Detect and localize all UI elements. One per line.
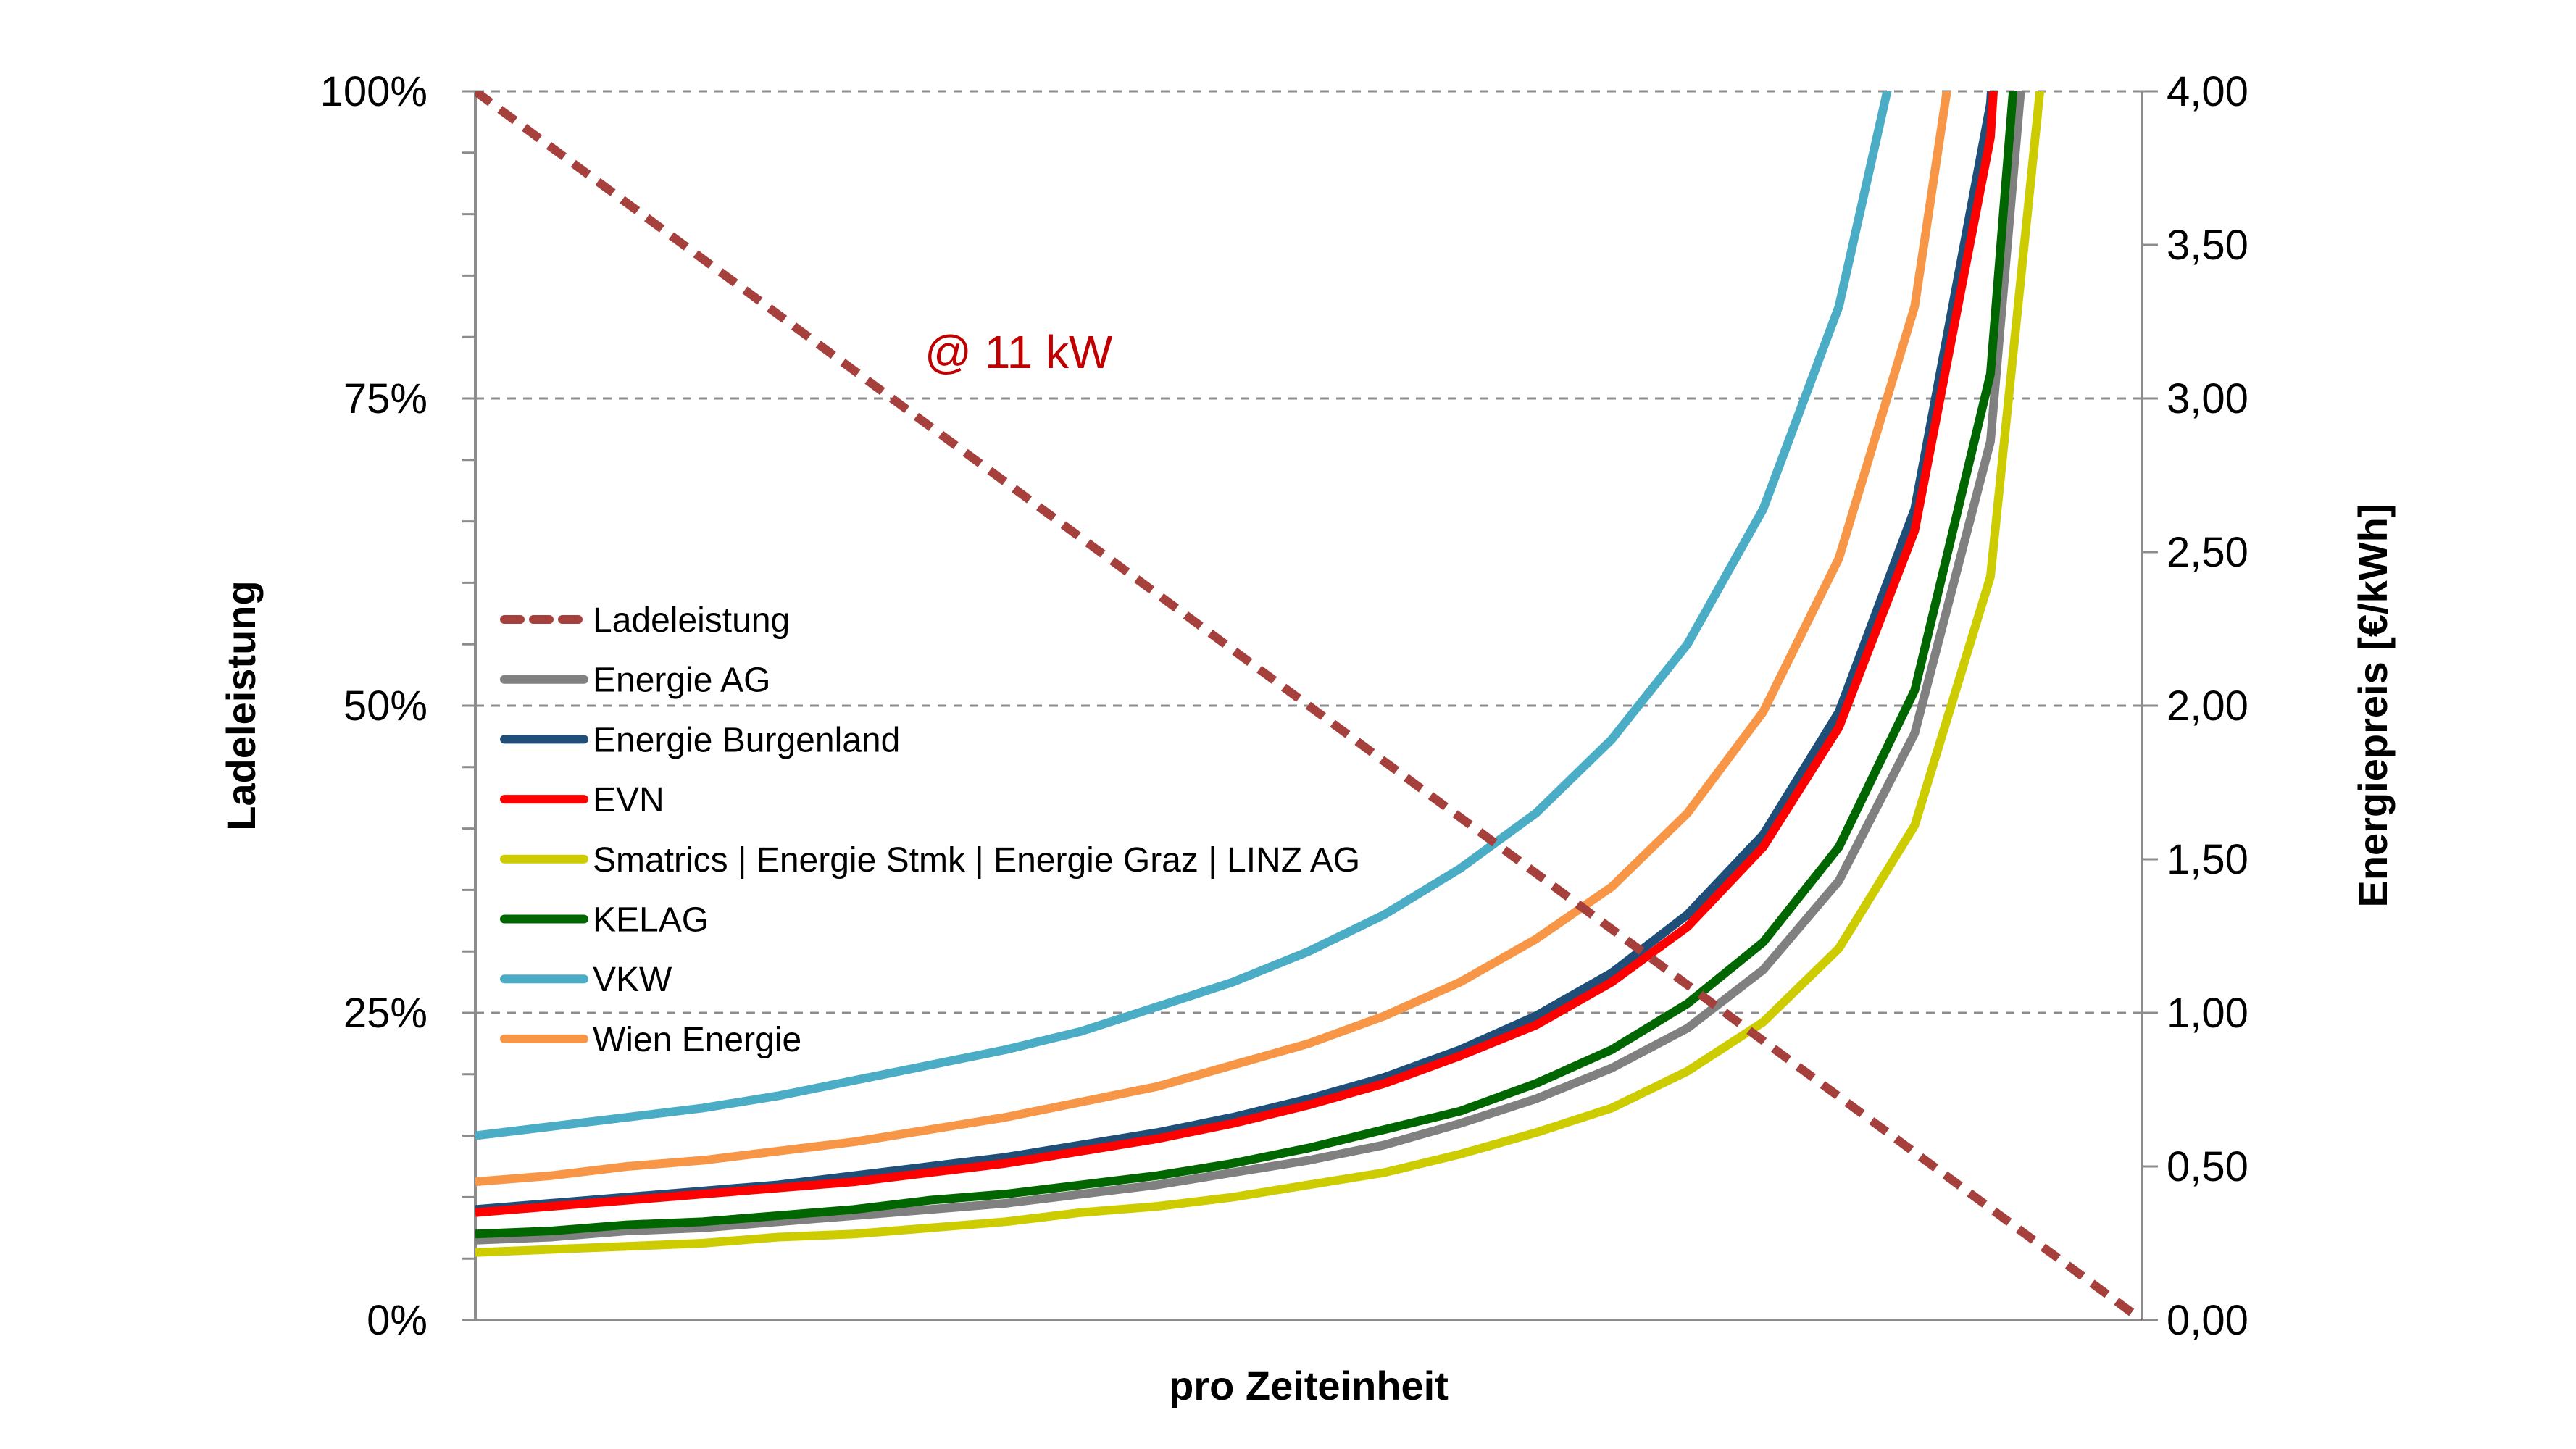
series-line-smatrics-energie-stmk-energie-graz-linz-ag (475, 91, 2045, 1257)
legend-item: Energie AG (500, 661, 770, 700)
legend-label: Wien Energie (593, 1021, 801, 1059)
left-tick-label: 0% (367, 1297, 428, 1344)
right-tick-label: 3,50 (2167, 222, 2248, 269)
right-tick-label: 0,00 (2167, 1297, 2248, 1344)
right-tick-label: 2,00 (2167, 682, 2248, 730)
x-axis-title: pro Zeiteinheit (1169, 1363, 1449, 1408)
right-tick-label: 0,50 (2167, 1143, 2248, 1190)
legend-item: KELAG (500, 901, 709, 940)
series-line-wien-energie (475, 91, 1951, 1187)
y-axis-right-title: Energiepreis [€/kWh] (2350, 504, 2396, 907)
right-tick-label: 4,00 (2167, 68, 2248, 115)
legend-label: EVN (593, 781, 664, 819)
legend-label: KELAG (593, 901, 709, 940)
left-tick-label: 25% (343, 990, 428, 1037)
series-line-ladeleistung (475, 91, 2142, 1320)
left-tick-label: 75% (343, 375, 428, 422)
axes (462, 90, 2158, 1321)
left-axis-ticks: 0% 25% 50% 75% 100% (320, 68, 428, 1344)
legend-item: Smatrics | Energie Stmk | Energie Graz |… (500, 841, 1360, 880)
gridlines (475, 90, 2142, 1014)
legend-label: Smatrics | Energie Stmk | Energie Graz |… (593, 841, 1360, 880)
y-axis-left-title: Ladeleistung (218, 580, 264, 830)
right-axis-ticks: 0,00 0,50 1,00 1,50 2,00 2,50 3,00 3,50 4,00 (2167, 68, 2248, 1344)
legend-item: Wien Energie (500, 1021, 801, 1059)
legend-item: EVN (500, 781, 664, 819)
left-tick-label: 50% (343, 682, 428, 730)
right-tick-label: 2,50 (2167, 529, 2248, 576)
series-line-vkw (475, 91, 1892, 1140)
legend-item: VKW (500, 961, 672, 999)
series-line-kelag (475, 91, 2018, 1239)
left-tick-label: 100% (320, 68, 428, 115)
annotation-label: @ 11 kW (925, 326, 1113, 378)
legend-label: Energie AG (593, 661, 770, 700)
legend-label: Ladeleistung (593, 601, 790, 640)
legend-label: VKW (593, 961, 672, 999)
legend-item: Energie Burgenland (500, 721, 900, 759)
series-line-evn (475, 91, 1998, 1217)
right-tick-label: 3,00 (2167, 375, 2248, 422)
right-tick-label: 1,00 (2167, 990, 2248, 1037)
legend-item: Ladeleistung (500, 601, 790, 640)
right-tick-label: 1,50 (2167, 836, 2248, 883)
legend: Ladeleistung Energie AG Energie Burgenland… (500, 601, 1360, 1059)
series-lines (475, 91, 2142, 1320)
series-line-energie-ag (475, 91, 2025, 1245)
legend-label: Energie Burgenland (593, 721, 900, 759)
